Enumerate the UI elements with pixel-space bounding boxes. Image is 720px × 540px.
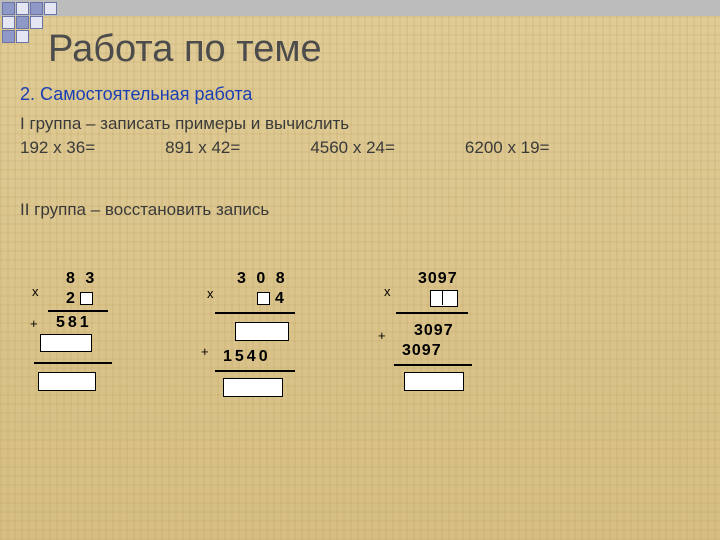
calc3-p2: 3097 (402, 342, 442, 360)
multiply-icon: х (384, 284, 391, 299)
rule-line (215, 370, 295, 372)
problem-1: 192 х 36= (20, 138, 95, 158)
plus-icon: + (30, 316, 38, 331)
multiply-icon: х (32, 284, 39, 299)
section-subtitle: 2. Самостоятельная работа (20, 84, 252, 105)
page-title: Работа по теме (48, 28, 322, 71)
problem-3: 4560 х 24= (310, 138, 395, 158)
calculations-area: х 8 3 2 + 581 х 3 0 8 4 + 1540 х 3097 + … (0, 260, 720, 520)
rule-line (215, 312, 295, 314)
calc1-top: 8 3 (66, 270, 97, 288)
result-box (404, 372, 464, 391)
blank-box (257, 292, 270, 305)
rule-line (48, 310, 108, 312)
rule-line (396, 312, 468, 314)
blank-row-box (235, 322, 289, 341)
calc2-partial: 1540 (223, 348, 271, 366)
blank-box (80, 292, 93, 305)
top-bar (0, 0, 720, 16)
calc3-p1: 3097 (414, 322, 454, 340)
group2-instruction: II группа – восстановить запись (20, 200, 269, 220)
plus-icon: + (201, 344, 209, 359)
calc2-bottom-suffix: 4 (275, 290, 287, 308)
blank-row-box (40, 334, 92, 352)
problem-2: 891 х 42= (165, 138, 240, 158)
multiply-icon: х (207, 286, 214, 301)
result-box (38, 372, 96, 391)
rule-line (394, 364, 472, 366)
rule-line (34, 362, 112, 364)
calc1-bottom-prefix: 2 (66, 290, 78, 308)
result-box (223, 378, 283, 397)
plus-icon: + (378, 328, 386, 343)
group1-instruction: I группа – записать примеры и вычислить (20, 114, 349, 134)
calc1-partial: 581 (56, 314, 92, 332)
blank-multiplier-box (430, 290, 458, 307)
calc3-top: 3097 (418, 270, 458, 288)
group1-problems: 192 х 36= 891 х 42= 4560 х 24= 6200 х 19… (20, 138, 700, 158)
calc2-top: 3 0 8 (237, 270, 288, 288)
problem-4: 6200 х 19= (465, 138, 550, 158)
